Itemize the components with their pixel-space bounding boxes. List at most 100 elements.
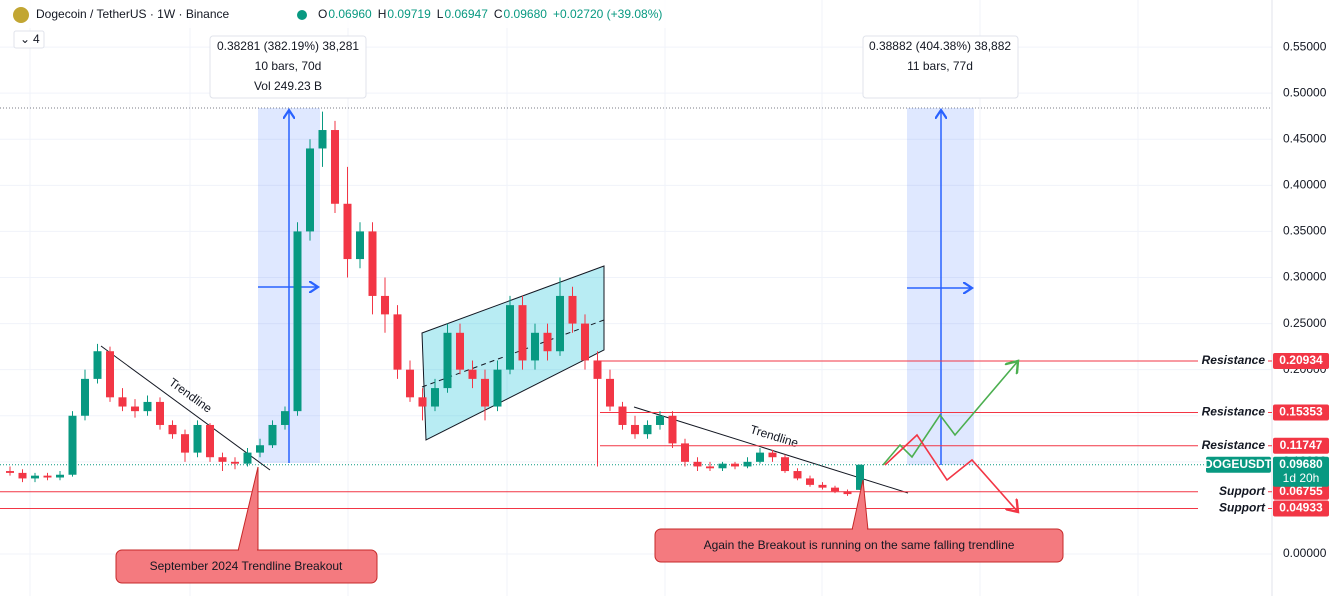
candle-body [668,415,677,444]
candle-body [56,474,64,478]
level-name-bg [1198,354,1268,369]
ohlc-value: 0.09680 [504,7,548,21]
vertical-grid [29,0,1139,596]
measure-text: Vol 249.23 B [254,79,322,93]
bearish-projection [884,433,1018,512]
y-tick-label: 0.50000 [1283,85,1327,99]
callout-text: Again the Breakout is running on the sam… [704,538,1015,552]
candle-body [718,463,727,469]
y-tick-label: 0.55000 [1283,39,1327,53]
bullish-projection [882,361,1018,466]
candle-body [618,406,627,425]
candle-body [831,487,839,492]
candle-body [181,434,189,453]
candle-body [443,332,452,389]
level-name-bg [1198,501,1268,516]
y-tick-label: 0.40000 [1283,178,1327,192]
ohlc-key: H [378,7,387,21]
level-name-bg [1198,405,1268,420]
price-badge-label: 0.06755 [1279,484,1323,498]
candle-body [756,452,764,462]
header: Dogecoin / TetherUS · 1W · Binance O 0.06… [0,0,700,49]
candle-body [643,424,652,435]
horizontal-grid [0,46,1272,555]
candle-body [231,461,239,464]
candle-body [243,452,252,464]
candle-body [456,332,464,370]
candle-body [843,491,852,495]
level-name: Resistance [1202,353,1266,367]
price-badge [1273,483,1329,500]
candle-body [731,463,739,467]
level-name: Support [1219,484,1266,498]
candle-body [318,130,327,149]
price-badge [1273,404,1329,421]
candle-body [806,478,814,485]
candle-body [631,424,639,435]
price-levels: Resistance Resistance Resistance Support Sup… [0,353,1272,516]
level-name-bg [1198,438,1268,453]
candle-body [568,295,577,324]
candle-body [31,475,39,479]
candle-body [556,295,564,352]
candle-body [118,397,127,407]
candle-body [468,369,477,379]
callout: Again the Breakout is running on the sam… [654,479,1064,563]
candle-body [393,314,402,370]
candle-body [106,351,114,398]
ohlc-change: +0.02720 (+39.08%) [553,7,662,21]
candle-body [18,472,27,479]
y-tick-label: 0.25000 [1283,316,1327,330]
candle-body [856,464,864,490]
candle-body [481,378,489,407]
level-name-bg [1198,484,1268,499]
candle-body [206,424,214,458]
candle-body [818,484,827,488]
candle-body [606,378,614,407]
ohlc-value: 0.06960 [328,7,372,21]
candle-body [793,471,802,479]
candle-body [193,424,202,453]
price-badge [1273,353,1329,370]
candle-body [293,231,302,412]
trendline-label: Trendline [166,375,215,416]
market-status [297,10,307,20]
ohlc-value: 0.09719 [387,7,431,21]
ohlc: O 0.06960 H 0.09719 L 0.06947 C 0.09680 +0.02720… [318,7,662,21]
candle-body [256,445,264,453]
indicator-count[interactable]: 4 [33,32,40,46]
candle-body [531,332,539,361]
candles [6,111,864,496]
candle-body [768,452,777,458]
callout-text: September 2024 Trendline Breakout [150,559,343,573]
ohlc-key: L [437,7,444,21]
candle-body [781,457,789,472]
measure-text: 11 bars, 77d [907,59,973,73]
candle-body [43,475,52,478]
candle-body [381,295,389,315]
measure-text: 0.38882 (404.38%) 38,882 [869,39,1011,53]
measure-text: 10 bars, 70d [255,59,322,73]
candle-body [343,203,352,260]
candle-body [156,401,164,425]
candle-body [93,351,102,379]
ohlc-value: 0.06947 [444,7,488,21]
candle-body [656,415,664,425]
coin-logo [13,7,29,23]
candle-body [306,148,314,232]
candle-body [406,369,414,398]
y-tick-label: 0.30000 [1283,270,1327,284]
level-name: Support [1219,501,1266,515]
candle-body [693,461,702,467]
measure-tooltip: 0.38882 (404.38%) 38,882 11 bars, 77d [862,35,1019,99]
candle-body [518,305,527,361]
candle-body [331,130,339,204]
y-tick-label: 0.00000 [1283,546,1327,560]
countdown: 1d 20h [1283,471,1320,485]
candle-body [68,415,77,475]
trendline [100,345,271,471]
candle-body [356,231,364,260]
candle-body [506,305,514,370]
candle-body [268,424,277,446]
